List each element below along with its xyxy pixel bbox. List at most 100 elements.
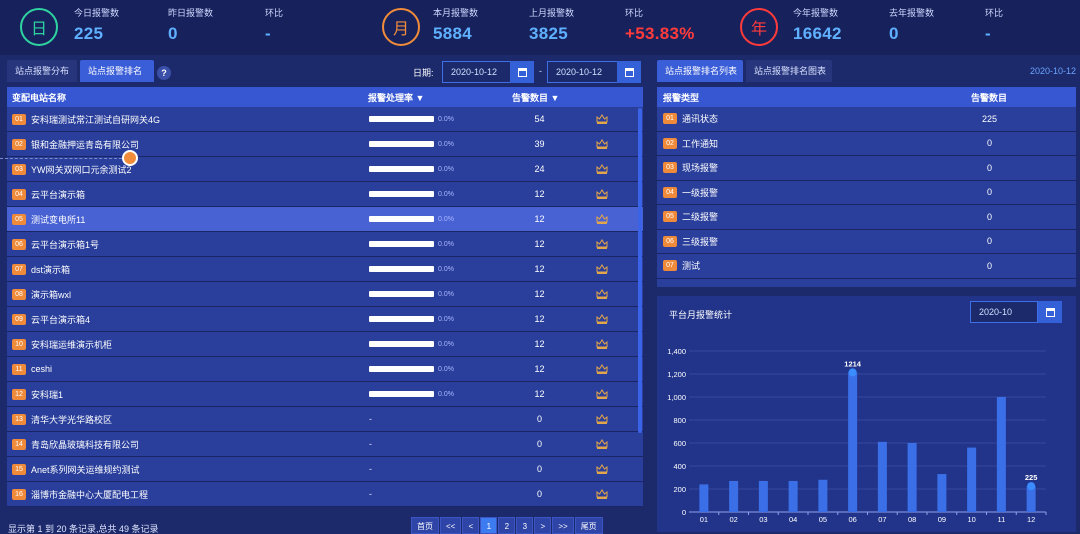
table-row[interactable]: 09 云平台演示箱4 0.0% 12 — [7, 307, 643, 332]
chart-month-input[interactable]: 2020-10 — [970, 301, 1038, 323]
stat-month-ratio: 环比 +53.83% — [625, 6, 695, 44]
bar[interactable] — [907, 443, 917, 512]
table-row[interactable]: 04 一级报警 0 — [657, 181, 1076, 205]
alarm-type-table: 报警类型 告警数目 01 通讯状态 225 02 工作通知 0 03 现场报警 0 04 一级报警 0… — [657, 87, 1076, 287]
crown-icon[interactable] — [596, 338, 608, 350]
crown-icon[interactable] — [596, 263, 608, 275]
pager-button[interactable]: 首页 — [411, 517, 439, 534]
pagination-info: 显示第 1 到 20 条记录,总共 49 条记录 — [8, 524, 159, 534]
table-row[interactable]: 07 dst演示箱 0.0% 12 — [7, 257, 643, 282]
rate-cell: 0.0% — [362, 241, 512, 248]
crown-icon[interactable] — [596, 388, 608, 400]
table-row[interactable]: 06 云平台演示箱1号 0.0% 12 — [7, 232, 643, 257]
chart-calendar-button[interactable] — [1038, 301, 1062, 323]
date-from-input[interactable]: 2020-10-12 — [442, 61, 516, 83]
drag-handle[interactable] — [122, 150, 138, 166]
crown-icon[interactable] — [596, 438, 608, 450]
rate-value: 0.0% — [438, 340, 454, 348]
table-row[interactable]: 12 安科瑞1 0.0% 12 — [7, 382, 643, 407]
bar[interactable] — [967, 447, 977, 512]
crown-icon[interactable] — [596, 363, 608, 375]
stat-today: 今日报警数 225 — [74, 6, 119, 44]
rank-badge: 06 — [663, 235, 677, 247]
table-row[interactable]: 05 二级报警 0 — [657, 205, 1076, 230]
crown-icon[interactable] — [596, 288, 608, 300]
crown-icon[interactable] — [596, 113, 608, 125]
bar[interactable] — [996, 397, 1006, 512]
action-cell — [567, 138, 637, 150]
pager-button[interactable]: >> — [552, 517, 574, 534]
drag-guide-line — [0, 158, 122, 159]
table-row[interactable]: 01 安科瑞测试常江测试自研网关4G 0.0% 54 — [7, 107, 643, 132]
table-row[interactable]: 16 淄博市金融中心大厦配电工程 - 0 — [7, 482, 643, 507]
tab-ranking-list[interactable]: 站点报警排名列表 — [657, 60, 743, 82]
alarm-count: 0 — [986, 236, 992, 247]
pager-button[interactable]: << — [440, 517, 462, 534]
table-row[interactable]: 15 Anet系列网关运维规约测试 - 0 — [7, 457, 643, 482]
rank-badge: 01 — [12, 113, 26, 125]
table-row[interactable]: 10 安科瑞运维演示机柜 0.0% 12 — [7, 332, 643, 357]
calendar-from-button[interactable] — [510, 61, 534, 83]
table-row[interactable]: 02 工作通知 0 — [657, 132, 1076, 156]
table-row[interactable]: 06 三级报警 0 — [657, 230, 1076, 254]
pager-button[interactable]: 2 — [498, 517, 516, 534]
x-tick-label: 06 — [848, 515, 856, 524]
bar[interactable] — [818, 479, 828, 512]
stat-this-month: 本月报警数 5884 — [433, 6, 478, 44]
table-row[interactable]: 11 ceshi 0.0% 12 — [7, 357, 643, 382]
stat-value: - — [265, 24, 271, 43]
stat-value: 3825 — [529, 24, 569, 43]
tab-station-ranking[interactable]: 站点报警排名 — [80, 60, 154, 82]
table-row[interactable]: 05 测试变电所11 0.0% 12 — [7, 207, 643, 232]
pager-button[interactable]: > — [534, 517, 552, 534]
crown-icon[interactable] — [596, 138, 608, 150]
bar[interactable] — [1026, 486, 1036, 512]
crown-icon[interactable] — [596, 463, 608, 475]
date-to-input[interactable]: 2020-10-12 — [547, 61, 621, 83]
crown-icon[interactable] — [596, 313, 608, 325]
crown-icon[interactable] — [596, 188, 608, 200]
table-row[interactable]: 07 测试 0 — [657, 254, 1076, 279]
bar[interactable] — [729, 480, 739, 512]
bar[interactable] — [877, 441, 887, 512]
header-rate-sort[interactable]: 报警处理率 ▼ — [368, 92, 425, 103]
bar[interactable] — [848, 372, 858, 512]
rate-cell: 0.0% — [362, 141, 512, 148]
table-scrollbar[interactable] — [638, 108, 642, 433]
pager-button[interactable]: < — [462, 517, 480, 534]
bar[interactable] — [788, 480, 798, 512]
table-row[interactable]: 13 清华大学光华路校区 - 0 — [7, 407, 643, 432]
table-row[interactable]: 02 银和金融押运青岛有限公司 0.0% 39 — [7, 132, 643, 157]
table-row[interactable]: 14 青岛欣晶玻璃科技有限公司 - 0 — [7, 432, 643, 457]
bar[interactable] — [699, 484, 709, 512]
count-cell: 0 — [536, 489, 542, 499]
crown-icon[interactable] — [596, 163, 608, 175]
tab-station-distribution[interactable]: 站点报警分布 — [7, 60, 77, 82]
table-row[interactable]: 04 云平台演示箱 0.0% 12 — [7, 182, 643, 207]
table-row[interactable]: 03 现场报警 0 — [657, 156, 1076, 181]
bar[interactable] — [758, 480, 768, 512]
table-header: 报警类型 告警数目 — [657, 87, 1076, 107]
header-count-sort[interactable]: 告警数目 ▼ — [512, 92, 560, 103]
table-row[interactable]: 01 通讯状态 225 — [657, 107, 1076, 132]
table-row[interactable]: 08 演示箱wxl 0.0% 12 — [7, 282, 643, 307]
stat-label: 环比 — [625, 8, 644, 18]
tab-ranking-chart[interactable]: 站点报警排名图表 — [746, 60, 832, 82]
rank-badge: 12 — [12, 388, 26, 400]
pager-button[interactable]: 尾页 — [574, 517, 603, 534]
crown-icon[interactable] — [596, 413, 608, 425]
station-name-cell: 11 ceshi — [7, 363, 362, 375]
crown-icon[interactable] — [596, 488, 608, 500]
alarm-type: 通讯状态 — [682, 114, 719, 125]
table-row[interactable]: 03 YW网关双网口元余测试2 0.0% 24 — [7, 157, 643, 182]
pager-button[interactable]: 3 — [516, 517, 534, 534]
pager-button[interactable]: 1 — [480, 517, 498, 534]
bar[interactable] — [937, 474, 947, 512]
crown-icon[interactable] — [596, 213, 608, 225]
rate-bar — [369, 116, 434, 122]
crown-icon[interactable] — [596, 238, 608, 250]
help-icon[interactable]: ? — [157, 66, 171, 80]
rate-value: - — [369, 414, 372, 424]
rate-cell: 0.0% — [362, 391, 512, 398]
calendar-to-button[interactable] — [617, 61, 641, 83]
